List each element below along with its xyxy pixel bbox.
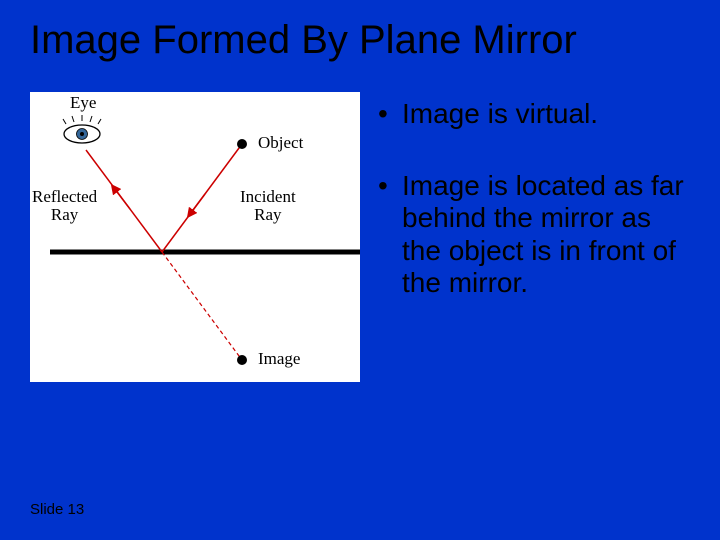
bullet-item: Image is virtual.	[378, 98, 690, 130]
label-reflected: Reflected Ray	[32, 188, 97, 224]
slide-footer: Slide 13	[30, 501, 84, 518]
label-object: Object	[258, 134, 303, 152]
label-incident: Incident Ray	[240, 188, 296, 224]
bullet-item: Image is located as far behind the mirro…	[378, 170, 690, 299]
eye-icon	[63, 115, 101, 143]
label-image: Image	[258, 350, 300, 368]
object-point	[237, 139, 247, 149]
slide-title: Image Formed By Plane Mirror	[0, 0, 720, 62]
label-eye: Eye	[70, 94, 96, 112]
mirror-diagram: Eye Object Reflected Ray Incident Ray Im…	[30, 92, 360, 382]
bullet-list: Image is virtual. Image is located as fa…	[378, 92, 690, 382]
image-point	[237, 355, 247, 365]
virtual-ray	[162, 252, 242, 360]
content-area: Eye Object Reflected Ray Incident Ray Im…	[0, 62, 720, 382]
